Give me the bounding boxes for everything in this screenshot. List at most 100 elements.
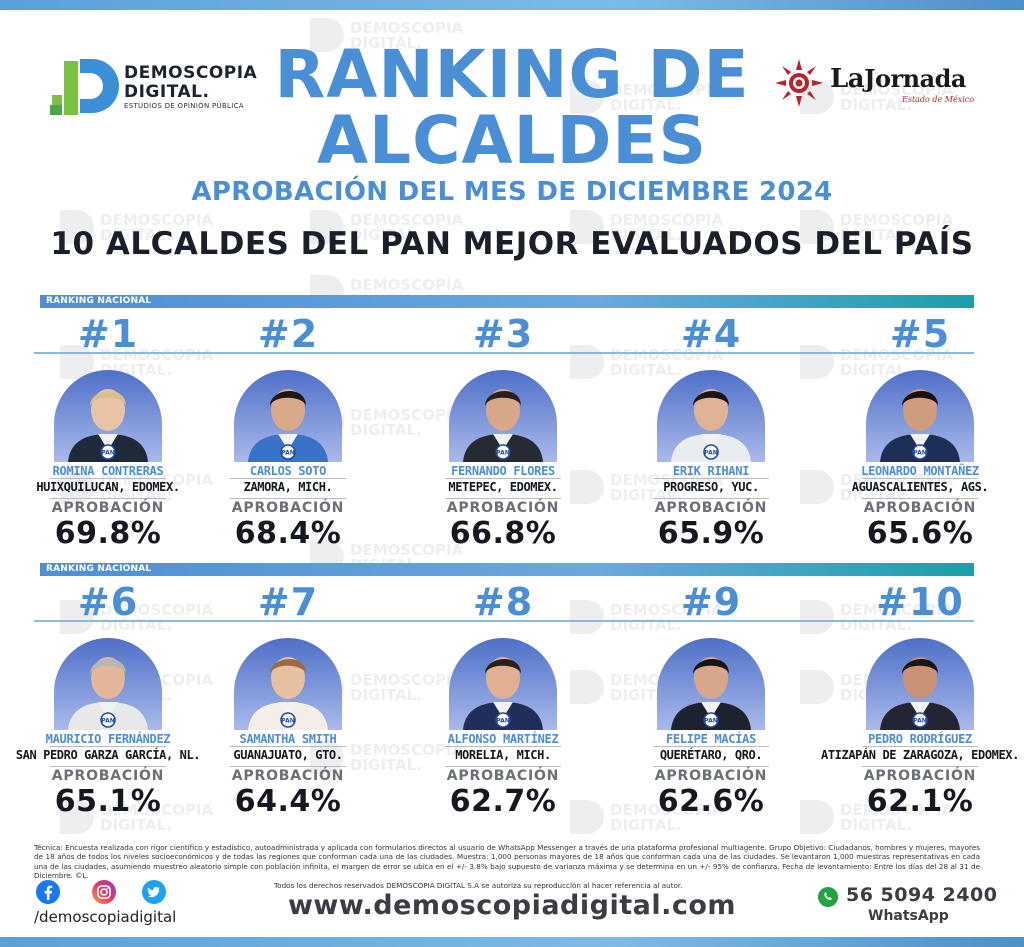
mayor-photo: PAN	[234, 638, 342, 730]
jornada-sun-icon	[775, 59, 823, 107]
divider	[50, 478, 166, 479]
divider	[50, 498, 166, 499]
mayor-name: SAMANTHA SMITH	[239, 732, 337, 746]
mayor-name: ALFONSO MARTÍNEZ	[447, 732, 559, 746]
page-title-line2: ALCALDES	[316, 102, 708, 179]
mayor-card: #3 PAN FERNANDO FLORES METEPEC, EDOMEX. …	[403, 312, 603, 551]
approval-value: 68.4%	[234, 516, 342, 551]
mayor-city: QUERÉTARO, QRO.	[659, 748, 763, 762]
technical-note-rights: Todos los derechos reservados DEMOSCOPIA…	[274, 880, 683, 890]
social-handle[interactable]: /demoscopiadigital	[34, 908, 177, 926]
divider	[50, 766, 166, 767]
divider	[653, 498, 769, 499]
approval-label: APROBACIÓN	[231, 500, 345, 516]
divider	[862, 478, 978, 479]
approval-label: APROBACIÓN	[231, 768, 345, 784]
mayor-card: #4 PAN ERIK RIHANI PROGRESO, YUC. APROBA…	[611, 312, 811, 551]
divider	[653, 478, 769, 479]
rank-number: #7	[257, 580, 319, 624]
la-jornada-logo: LaJornada Estado de México	[774, 58, 984, 108]
rank-number: #2	[257, 312, 319, 356]
divider	[445, 478, 561, 479]
mayor-photo: PAN	[657, 638, 765, 730]
rank-number: #3	[472, 312, 534, 356]
social-links: /demoscopiadigital	[34, 880, 234, 932]
mayor-city: ATIZAPÁN DE ZARAGOZA, EDOMEX.	[821, 748, 1019, 762]
demoscopia-d-icon	[50, 59, 119, 115]
mayor-name: LEONARDO MONTAÑEZ	[861, 464, 979, 478]
rank-number: #10	[876, 580, 964, 624]
approval-value: 62.7%	[449, 784, 557, 819]
approval-value: 64.4%	[234, 784, 342, 819]
divider	[50, 746, 166, 747]
divider	[230, 498, 346, 499]
mayor-name: PEDRO RODRÍGUEZ	[868, 732, 972, 746]
rank-number: #9	[680, 580, 742, 624]
mayor-card: #9 PAN FELIPE MACÍAS QUERÉTARO, QRO. APR…	[611, 580, 811, 819]
divider	[445, 746, 561, 747]
pan-badge-text: PAN	[101, 718, 115, 725]
twitter-icon[interactable]	[142, 880, 166, 904]
ranking-bar-bottom: RANKING NACIONAL	[40, 563, 974, 576]
approval-value: 66.8%	[449, 516, 557, 551]
approval-value: 65.6%	[866, 516, 974, 551]
mayor-city: AGUASCALIENTES, AGS.	[851, 480, 989, 494]
rank-number: #8	[472, 580, 534, 624]
divider	[445, 498, 561, 499]
facebook-icon[interactable]	[36, 880, 60, 904]
whatsapp-contact[interactable]: 56 5094 2400 WhatsApp	[818, 884, 998, 928]
ranking-bar-top: RANKING NACIONAL	[40, 295, 974, 308]
mayor-city: METEPEC, EDOMEX.	[448, 480, 558, 494]
mayor-card: #1 PAN ROMINA CONTRERAS HUIXQUILUCAN, ED…	[8, 312, 208, 551]
divider	[230, 766, 346, 767]
whatsapp-label: WhatsApp	[868, 908, 949, 924]
top-accent-bar	[0, 0, 1024, 10]
approval-label: APROBACIÓN	[863, 500, 977, 516]
whatsapp-icon	[818, 887, 838, 907]
ranking-bar-label: RANKING NACIONAL	[46, 296, 152, 306]
approval-value: 65.1%	[54, 784, 162, 819]
mayor-photo: PAN	[866, 370, 974, 462]
demoscopia-logo: DEMOSCOPIA DIGITAL. ESTUDIOS DE OPINIÓN …	[50, 55, 257, 115]
mayor-city: PROGRESO, YUC.	[663, 480, 759, 494]
jornada-la: La	[830, 64, 865, 94]
mayor-photo: PAN	[866, 638, 974, 730]
rank-number: #6	[77, 580, 139, 624]
pan-badge-text: PAN	[281, 718, 295, 725]
logo-line2: DIGITAL.	[124, 82, 210, 102]
whatsapp-phone: 56 5094 2400	[846, 884, 998, 906]
mayor-name: MAURICIO FERNÁNDEZ	[45, 732, 171, 746]
approval-label: APROBACIÓN	[446, 768, 560, 784]
website-link[interactable]: www.demoscopiadigital.com	[287, 890, 737, 921]
approval-value: 65.9%	[657, 516, 765, 551]
mayor-card: #8 PAN ALFONSO MARTÍNEZ MORELIA, MICH. A…	[403, 580, 603, 819]
page-headline: 10 ALCALDES DEL PAN MEJOR EVALUADOS DEL …	[50, 226, 974, 262]
mayor-name: ERIK RIHANI	[672, 464, 750, 478]
approval-value: 69.8%	[54, 516, 162, 551]
pan-badge-text: PAN	[496, 718, 510, 725]
mayor-name: FERNANDO FLORES	[451, 464, 555, 478]
page-subtitle: APROBACIÓN DEL MES DE DICIEMBRE 2024	[191, 177, 833, 207]
approval-label: APROBACIÓN	[654, 768, 768, 784]
separator-line	[34, 352, 974, 354]
rank-number: #5	[889, 312, 951, 356]
mayor-card: #6 PAN MAURICIO FERNÁNDEZ SAN PEDRO GARZ…	[8, 580, 208, 819]
approval-value: 62.6%	[657, 784, 765, 819]
pan-badge-text: PAN	[913, 450, 927, 457]
logo-line1: DEMOSCOPIA	[124, 63, 258, 83]
approval-value: 62.1%	[866, 784, 974, 819]
divider	[653, 766, 769, 767]
instagram-icon[interactable]	[92, 880, 116, 904]
approval-label: APROBACIÓN	[51, 500, 165, 516]
page-title-line1: RANKING DE	[274, 36, 750, 113]
mayor-city: SAN PEDRO GARZA GARCÍA, NL.	[15, 748, 201, 762]
divider	[862, 766, 978, 767]
mayor-card: #5 PAN LEONARDO MONTAÑEZ AGUASCALIENTES,…	[820, 312, 1020, 551]
mayor-name: CARLOS SOTO	[249, 464, 327, 478]
mayor-card: #7 PAN SAMANTHA SMITH GUANAJUATO, GTO. A…	[188, 580, 388, 819]
jornada-edition: Estado de México	[902, 95, 975, 104]
divider	[653, 746, 769, 747]
approval-label: APROBACIÓN	[446, 500, 560, 516]
mayor-city: ZAMORA, MICH.	[243, 480, 333, 494]
pan-badge-text: PAN	[281, 450, 295, 457]
